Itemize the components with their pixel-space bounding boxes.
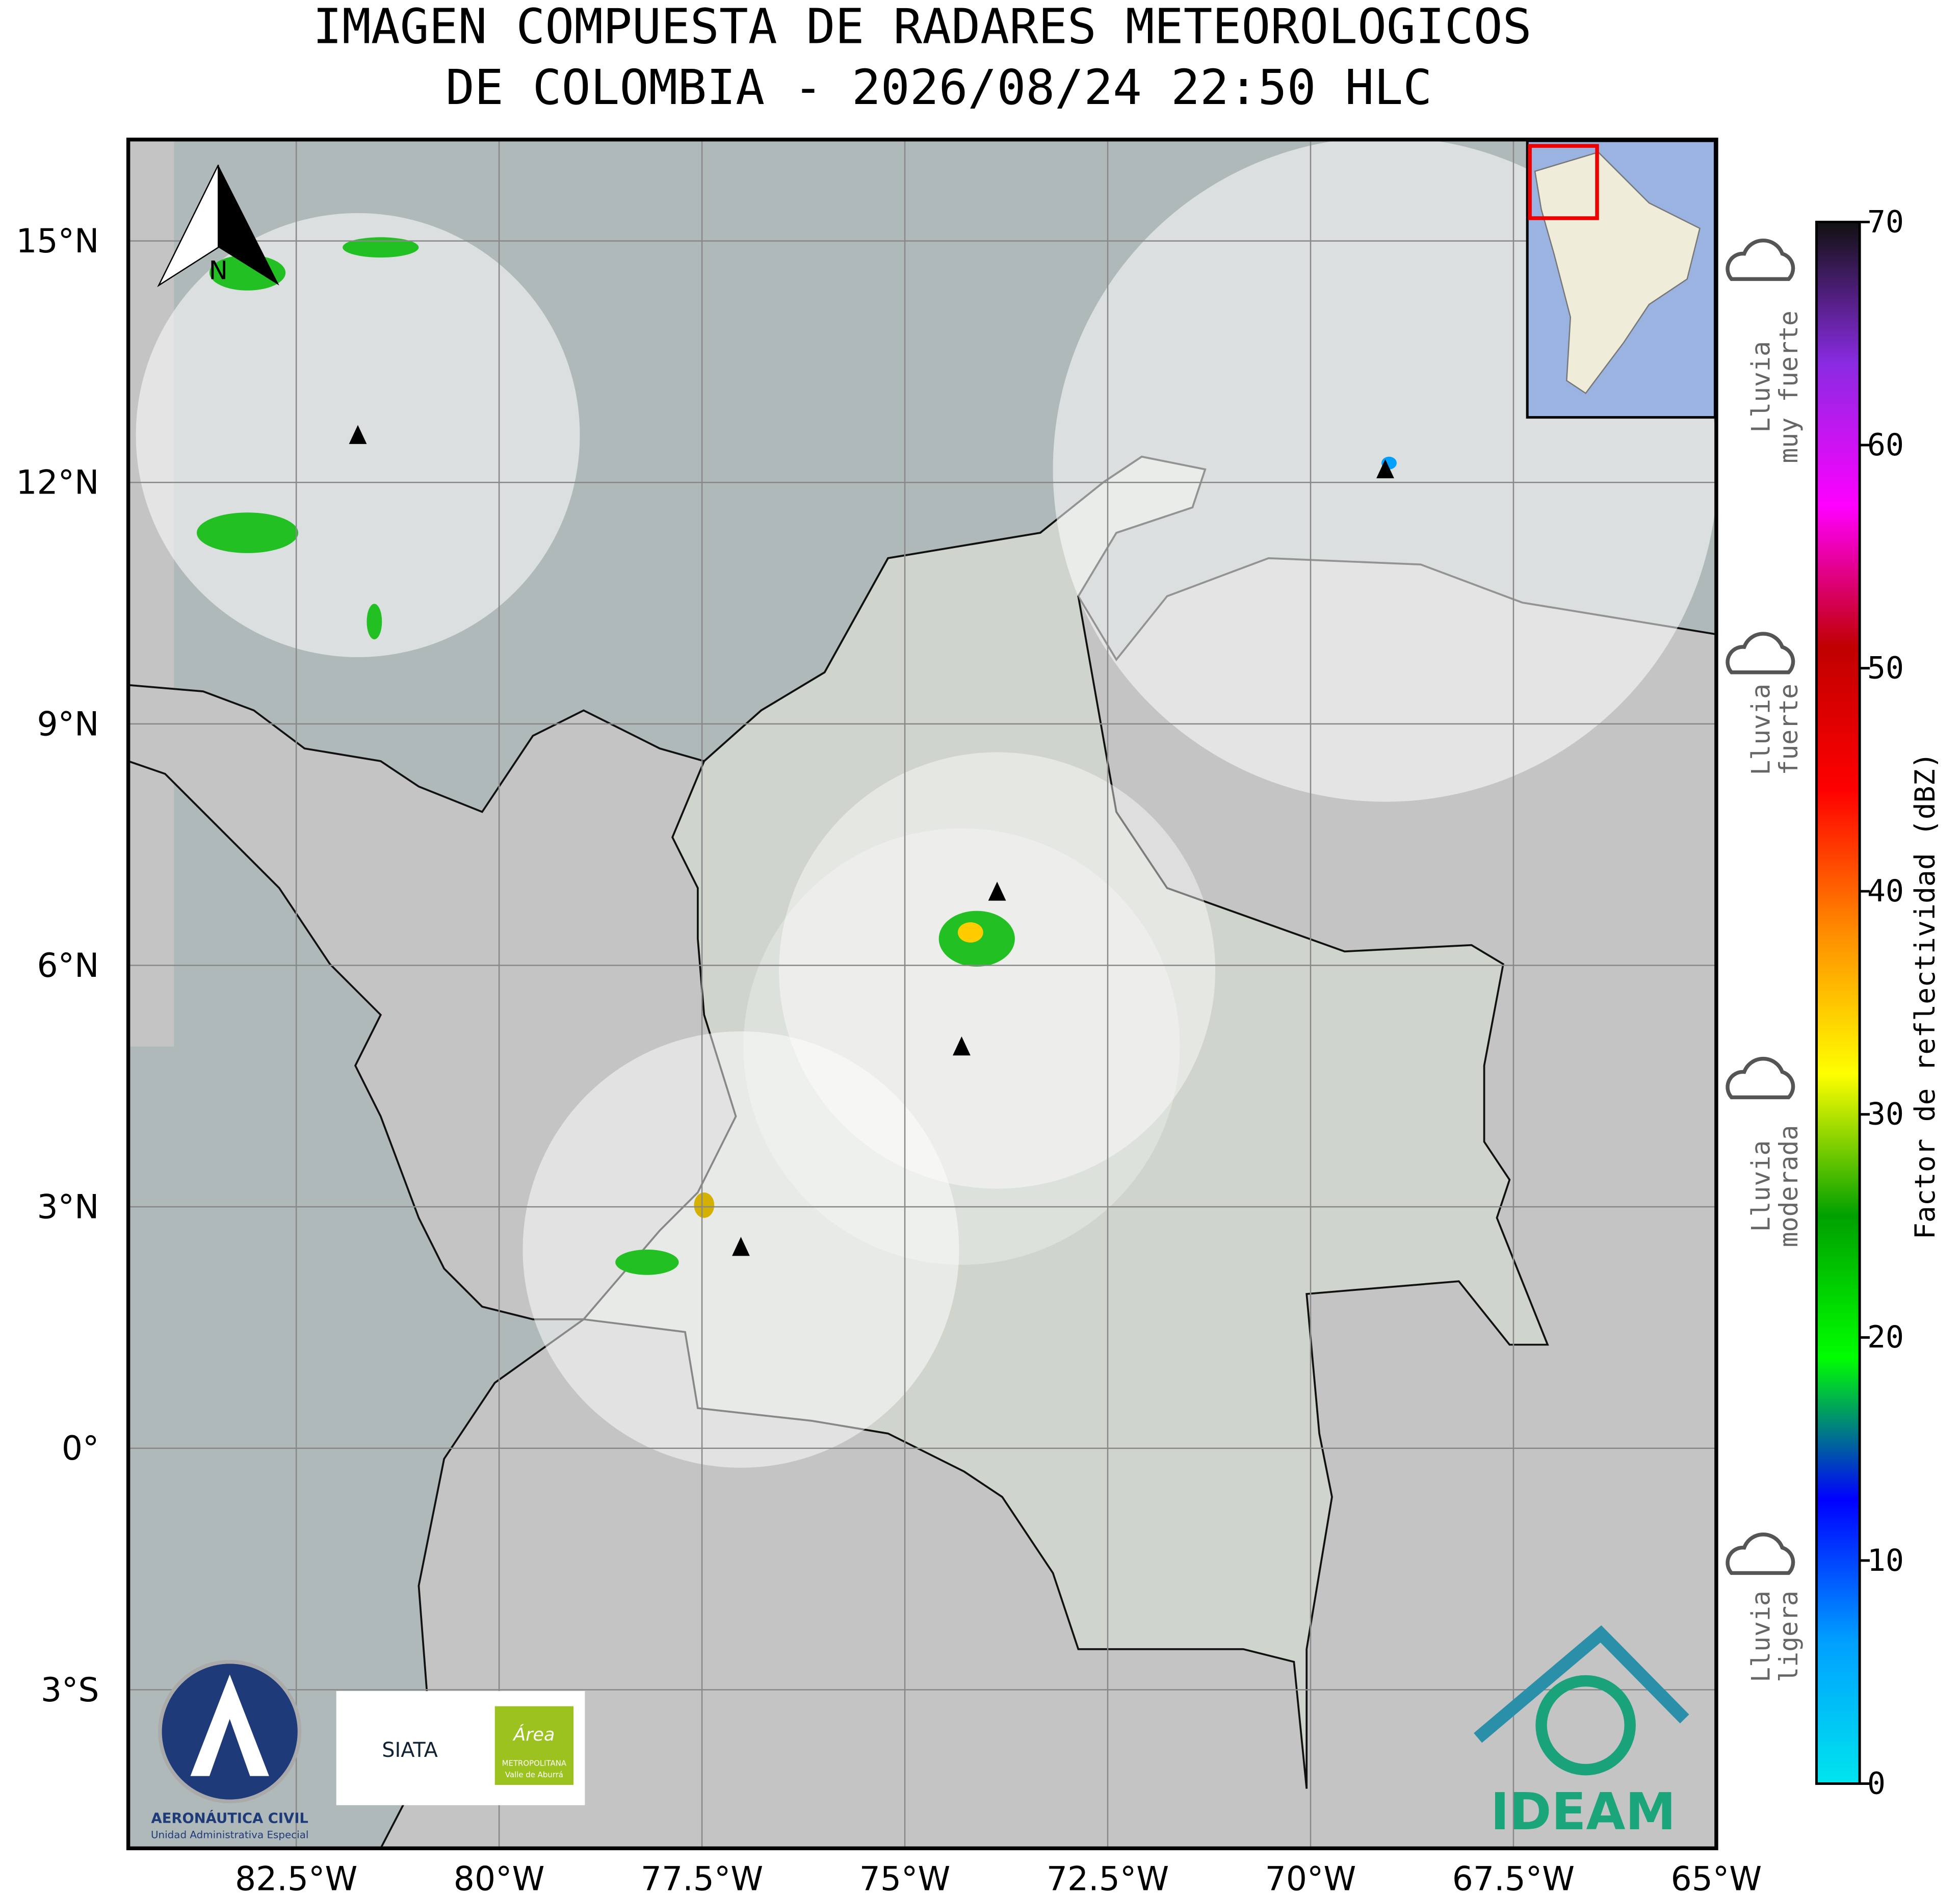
colorbar-label: Factor de reflectividad (dBZ) [1909,752,1941,1239]
axis-labels: 82.5°W 80°W 77.5°W 75°W 72.5°W 70°W 67.5°W 65°W… [16,222,1762,1894]
x-tick-label: 65°W [1671,1860,1762,1891]
x-tick-label: 67.5°W [1452,1860,1575,1891]
logo-text: IDEAM [1491,1783,1676,1841]
land [128,139,174,1047]
rain-class-label: moderada [1774,1125,1804,1248]
y-tick-label: 3°N [37,1188,99,1227]
colorbar-tick-label: 50 [1867,651,1904,686]
y-tick-label: 12°N [16,464,99,502]
logo-text: Valle de Aburrá [505,1770,563,1779]
title-line: IMAGEN COMPUESTA DE RADARES METEOROLOGIC… [313,0,1532,55]
x-tick-label: 75°W [859,1860,951,1891]
logo-text: AERONÁUTICA CIVIL [151,1810,308,1827]
map: N [128,139,1716,1849]
y-tick-label: 6°N [37,947,99,985]
rain-class-label: Lluvia [1746,684,1775,775]
rain-class-label: fuerte [1774,684,1804,775]
rain-class-label: ligera [1774,1591,1804,1682]
logo-ideam: IDEAM [1474,1625,1689,1841]
radar-sites [349,425,1394,1256]
colorbar-ticks: 0 10 20 30 40 50 60 70 [1860,204,1904,1801]
y-tick-label: 9°N [37,705,99,743]
colorbar-tick-label: 20 [1867,1320,1904,1355]
logo-aerocivil: AERONÁUTICA CIVIL Unidad Administrativa … [151,1659,308,1840]
logo-area [494,1706,574,1785]
rain-class-label: Lluvia [1746,1591,1775,1682]
cloud-icon [1726,632,1795,674]
map-frame [126,137,1718,1851]
colorbar [1815,220,1861,1785]
cloud-icon [1726,1056,1795,1100]
colorbar-tick-label: 70 [1867,204,1904,240]
colorbar-tick-label: 60 [1867,428,1904,463]
radar-coverage [779,752,1216,1189]
graticule [128,139,1716,1849]
x-tick-label: 82.5°W [235,1860,357,1891]
rain-class-label: Lluvia [1746,341,1775,433]
x-tick-label: 80°W [454,1860,545,1891]
colorbar-tick-label: 30 [1867,1097,1904,1132]
title-line: DE COLOMBIA - 2026/08/24 22:50 HLC [446,60,1432,116]
logo-text: Unidad Administrativa Especial [151,1829,308,1840]
north-label: N [209,255,228,285]
colorbar-tick-label: 40 [1867,874,1904,909]
logo-text: Área [512,1724,555,1745]
x-tick-label: 72.5°W [1047,1860,1169,1891]
rain-class-label: muy fuerte [1774,310,1804,463]
cloud-icon [1726,1533,1795,1575]
logo-text: METROPOLITANA [502,1759,567,1768]
radar-echoes [196,237,1397,1275]
y-tick-label: 3°S [41,1671,99,1709]
colorbar-tick-label: 0 [1867,1766,1886,1801]
logo-text: SIATA [382,1739,438,1762]
y-tick-label: 15°N [16,222,99,261]
inset-extent [1528,144,1599,220]
cloud-icon [1726,239,1795,281]
rain-class-label: Lluvia [1746,1140,1775,1232]
x-tick-label: 77.5°W [641,1860,763,1891]
colorbar-tick-label: 10 [1867,1543,1904,1578]
x-tick-label: 70°W [1265,1860,1356,1891]
inset-land [1534,151,1701,395]
y-tick-label: 0° [62,1430,99,1468]
